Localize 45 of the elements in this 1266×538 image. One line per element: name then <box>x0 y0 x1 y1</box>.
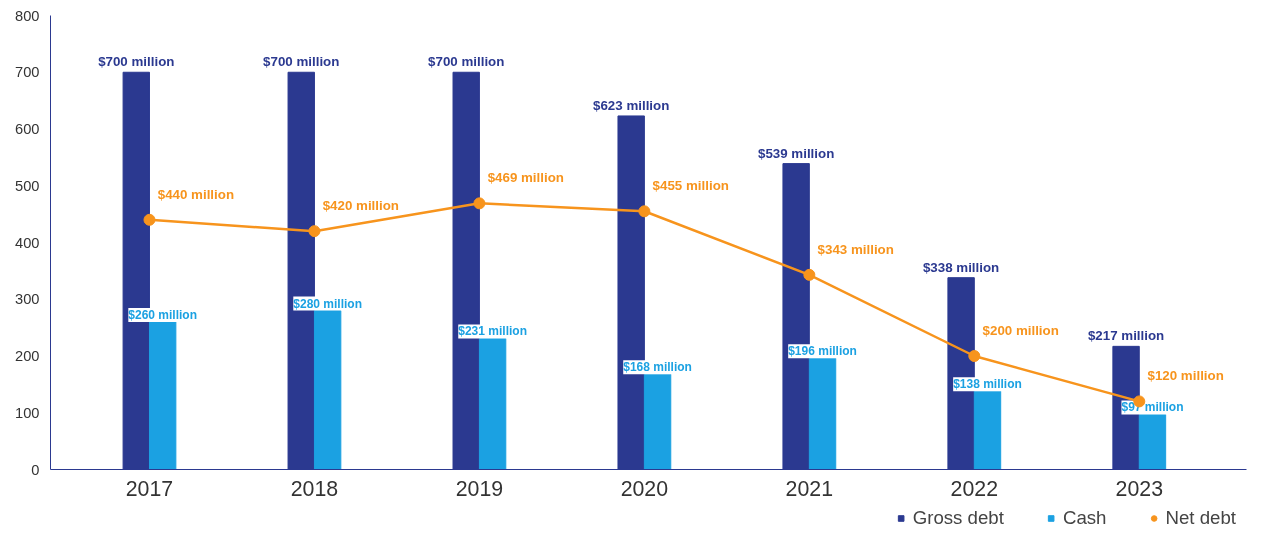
y-tick-label: 200 <box>15 348 40 364</box>
point <box>803 268 816 281</box>
x-tick-label: 2018 <box>290 476 339 501</box>
legend-label: Gross debt <box>912 507 1004 529</box>
point <box>473 197 486 210</box>
data-label: $700 million <box>263 54 340 70</box>
data-label: $338 million <box>922 259 1000 275</box>
data-label: $138 million <box>953 377 1022 392</box>
y-tick-label: 300 <box>15 291 40 308</box>
data-label: $343 million <box>817 241 894 257</box>
data-label: $469 million <box>487 170 564 186</box>
data-label: $455 million <box>652 178 729 194</box>
x-tick-label: 2021 <box>785 476 834 501</box>
point <box>308 225 321 238</box>
x-tick-label: 2017 <box>125 476 174 501</box>
y-tick-label: 600 <box>15 121 40 137</box>
data-label: $120 million <box>1147 368 1224 384</box>
data-label: $539 million <box>757 145 835 161</box>
x-tick-label: 2019 <box>455 476 504 501</box>
x-tick-label: 2020 <box>620 476 669 501</box>
y-tick-label: 800 <box>15 7 40 24</box>
data-label: $231 million <box>458 324 527 339</box>
y-tick-label: 400 <box>15 234 40 251</box>
data-label: $623 million <box>593 97 670 113</box>
point <box>143 213 156 226</box>
data-label: $200 million <box>982 323 1059 338</box>
y-tick-label: 700 <box>15 64 40 81</box>
y-tick-label: 500 <box>15 177 40 194</box>
x-tick-label: 2022 <box>950 476 999 501</box>
data-label: $700 million <box>428 54 505 70</box>
data-label: $700 million <box>98 54 175 70</box>
y-tick-label: 100 <box>15 404 40 421</box>
data-label: $420 million <box>322 198 400 214</box>
data-label: $440 million <box>157 186 235 202</box>
data-label: $217 million <box>1087 328 1165 344</box>
data-label: $168 million <box>623 360 692 375</box>
data-label: $260 million <box>128 307 198 322</box>
data-label: $280 million <box>293 296 362 311</box>
legend-label: Cash <box>1062 507 1107 529</box>
x-tick-label: 2023 <box>1115 476 1163 501</box>
legend-label: Net debt <box>1165 507 1236 529</box>
data-label: $196 million <box>788 344 857 359</box>
point <box>638 205 651 218</box>
point <box>968 350 981 362</box>
y-tick-label: 0 <box>31 461 40 478</box>
